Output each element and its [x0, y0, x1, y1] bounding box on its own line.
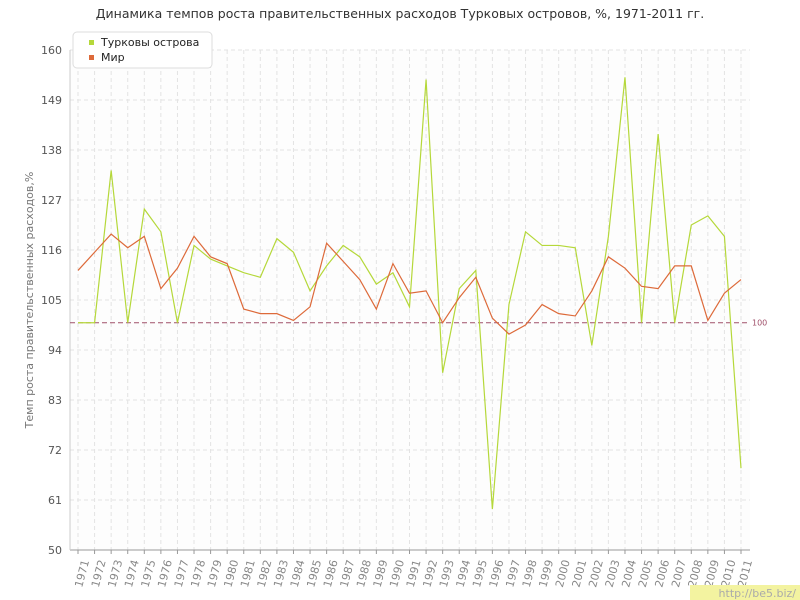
chart-title: Динамика темпов роста правительственных … — [96, 6, 704, 21]
y-tick-label: 127 — [41, 194, 62, 207]
legend-label: Мир — [101, 51, 125, 64]
series-line — [78, 77, 742, 510]
y-tick-label: 72 — [48, 444, 62, 457]
watermark-bg — [690, 585, 800, 600]
y-tick-label: 160 — [41, 44, 62, 57]
y-tick-label: 94 — [48, 344, 62, 357]
x-tick-label: 2011 — [735, 558, 755, 588]
y-tick-label: 83 — [48, 394, 62, 407]
watermark: http://be5.biz/ — [719, 587, 797, 600]
y-tick-label: 116 — [41, 244, 62, 257]
y-tick-label: 61 — [48, 494, 62, 507]
y-tick-label: 138 — [41, 144, 62, 157]
legend-swatch — [89, 40, 94, 45]
legend-label: Турковы острова — [100, 36, 199, 49]
reference-label: 100 — [752, 319, 767, 328]
y-tick-label: 105 — [41, 294, 62, 307]
series-line — [77, 233, 742, 335]
y-tick-label: 149 — [41, 94, 62, 107]
legend: Турковы острова Мир — [72, 31, 213, 69]
y-axis-label: Темп роста правительственных расходов,% — [23, 172, 36, 430]
legend-swatch — [89, 55, 94, 60]
y-tick-label: 50 — [48, 544, 62, 557]
legend-box — [72, 31, 213, 69]
